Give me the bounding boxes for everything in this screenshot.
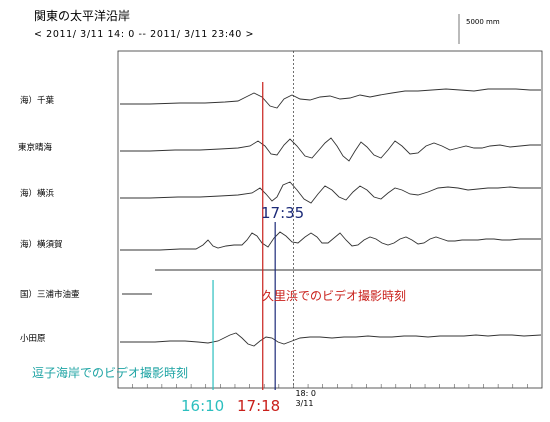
x-tick-label-date: 3/11 — [295, 399, 313, 408]
annotation-zushi: 逗子海岸でのビデオ撮影時刻 — [32, 365, 188, 380]
station-label-aburatsubo: 国）三浦市油壷 — [20, 289, 80, 300]
station-label-yokosuka: 海）横須賀 — [20, 239, 63, 250]
waveform-harumi — [120, 137, 541, 162]
chart-subtitle: < 2011/ 3/11 14: 0 -- 2011/ 3/11 23:40 > — [34, 29, 254, 40]
station-label-chiba: 海）千葉 — [20, 95, 55, 106]
marker-label-17-35: 17:35 — [261, 204, 304, 222]
marker-label-16-10: 16:10 — [181, 397, 224, 415]
station-labels: 海）千葉 東京晴海 海）横浜 海）横須賀 国）三浦市油壷 小田原 — [18, 95, 80, 344]
station-label-yokohama: 海）横浜 — [20, 188, 55, 199]
waveform-odawara — [120, 332, 542, 347]
waveform-yokohama — [120, 181, 541, 204]
waveform-yokosuka — [120, 231, 541, 251]
plot-frame — [117, 50, 543, 389]
annotation-kurihama: 久里浜でのビデオ撮影時刻 — [262, 288, 406, 303]
station-label-odawara: 小田原 — [20, 333, 46, 344]
marker-label-17-18: 17:18 — [237, 397, 280, 415]
chart-title: 関東の太平洋沿岸 — [34, 8, 130, 23]
scale-label: 5000 mm — [466, 18, 500, 26]
x-tick-label-time: 18: 0 — [295, 389, 316, 398]
waveforms — [120, 88, 542, 347]
scale-indicator: 5000 mm — [458, 14, 500, 44]
waveform-chiba — [120, 88, 541, 109]
station-label-harumi: 東京晴海 — [18, 142, 53, 153]
x-axis-ticks — [132, 384, 528, 388]
